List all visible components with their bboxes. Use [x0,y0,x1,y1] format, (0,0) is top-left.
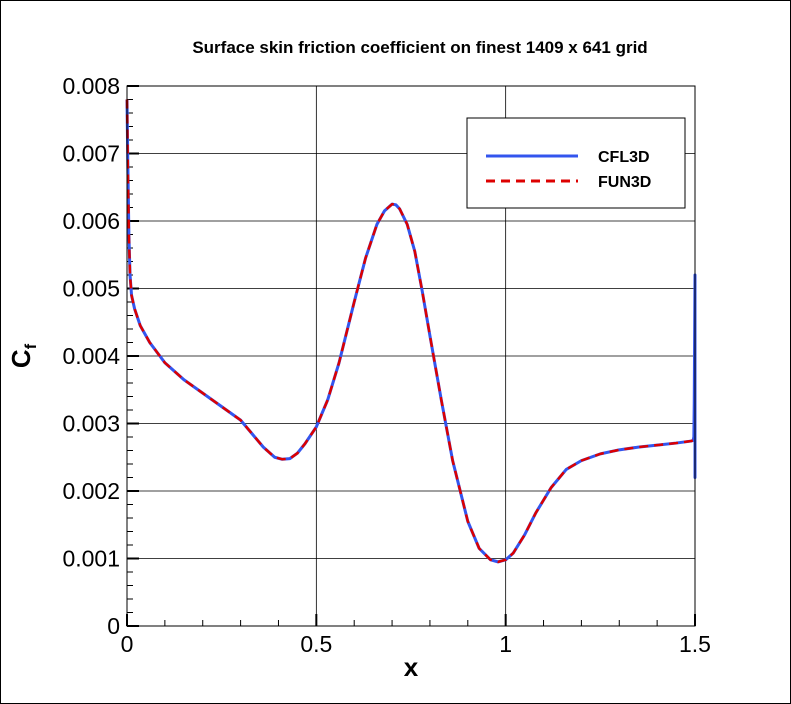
legend-box [466,117,686,209]
y-tick-label: 0.006 [62,208,120,234]
series-lines [125,99,697,564]
legend-label-cfl3d: CFL3D [598,149,650,166]
legend-label-fun3d: FUN3D [598,174,651,191]
y-tick-label: 0.007 [62,141,120,167]
y-tick-label: 0.001 [62,546,120,572]
x-axis-label: x [404,652,419,682]
legend: CFL3D FUN3D [466,117,686,209]
chart-title: Surface skin friction coefficient on fin… [192,38,647,57]
y-tick-label: 0 [107,613,120,639]
y-tick-label: 0.003 [62,411,120,437]
x-tick-label: 1.5 [679,631,711,657]
y-tick-label: 0.002 [62,478,120,504]
y-tick-label: 0.004 [62,343,120,369]
series-line-fun3d [125,99,697,564]
y-tick-label: 0.005 [62,276,120,302]
x-tick-label: 0.5 [300,631,332,657]
x-tick-label: 0 [121,631,134,657]
tick-labels: 0 0.5 1 1.5 0 0.001 0.002 0.003 0.004 0.005 0.006 0… [62,73,711,657]
y-axis-label-main: C [6,349,36,368]
plot-area-border [126,85,696,627]
y-axis-label-sub: f [23,343,40,349]
y-tick-label: 0.008 [62,73,120,99]
x-tick-label: 1 [499,631,512,657]
y-axis-label: Cf [6,343,40,368]
